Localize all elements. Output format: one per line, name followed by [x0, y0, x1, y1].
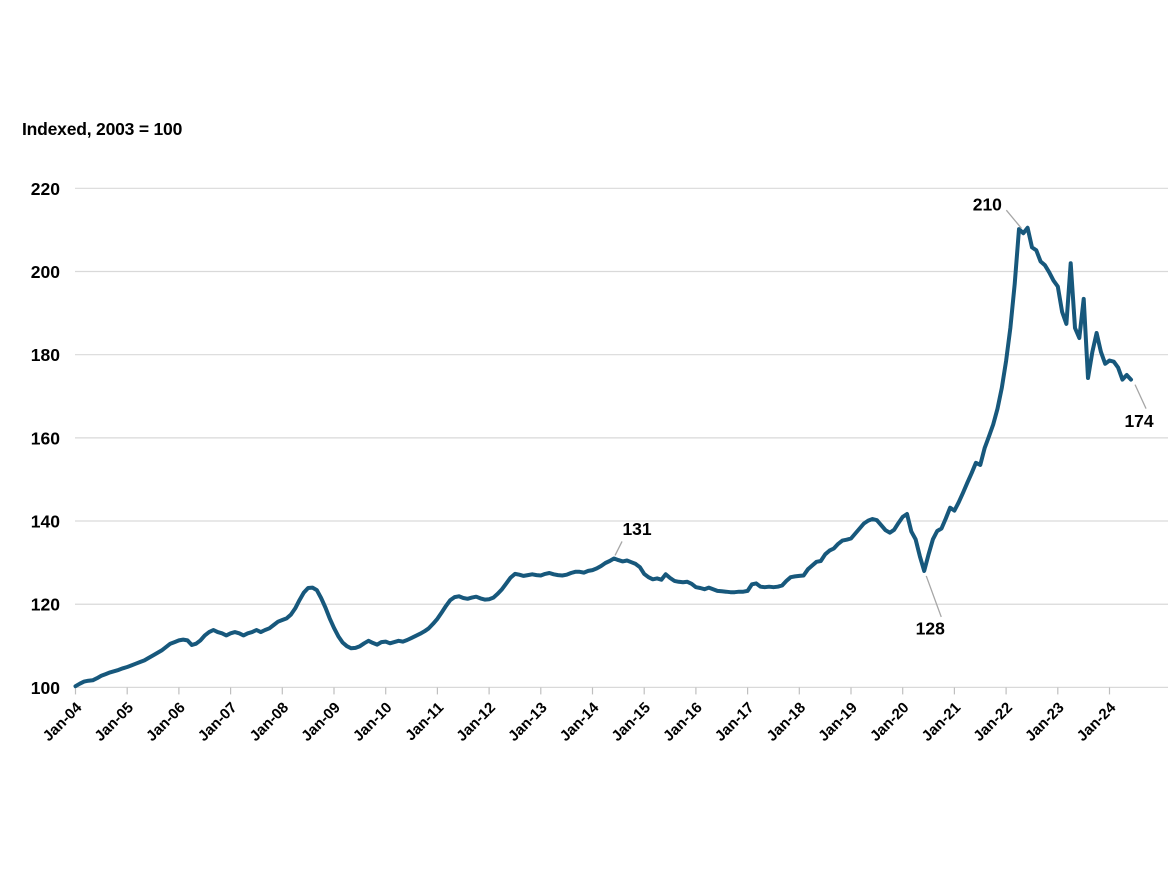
annotation-leader	[614, 541, 623, 556]
x-axis-label: Jan-20	[867, 699, 913, 745]
x-axis-label: Jan-06	[143, 699, 189, 745]
x-axis-label: Jan-08	[246, 699, 292, 745]
y-axis-label: 180	[31, 345, 60, 365]
y-axis-label: 100	[31, 678, 60, 698]
annotation-label: 128	[916, 618, 945, 638]
x-axis-label: Jan-11	[402, 699, 447, 744]
annotation-leader	[925, 575, 942, 618]
x-axis-label: Jan-13	[505, 699, 551, 745]
x-axis-label: Jan-18	[763, 699, 809, 745]
x-axis-label: Jan-14	[557, 699, 603, 745]
annotation-label: 210	[973, 195, 1002, 215]
x-axis-label: Jan-07	[195, 699, 241, 745]
x-axis-label: Jan-19	[815, 699, 861, 745]
x-axis-label: Jan-04	[40, 699, 86, 745]
annotation-label: 131	[622, 519, 651, 539]
y-axis-label: 140	[31, 512, 60, 532]
x-axis-label: Jan-17	[712, 699, 758, 745]
x-axis-label: Jan-16	[660, 699, 706, 745]
y-axis-label: 120	[31, 595, 60, 615]
x-axis-label: Jan-22	[970, 699, 1016, 745]
chart-title: Indexed, 2003 = 100	[22, 119, 183, 139]
x-axis-label: Jan-15	[608, 699, 654, 745]
x-axis-label: Jan-12	[453, 699, 499, 745]
annotation-leader	[1134, 384, 1147, 409]
x-axis-label: Jan-23	[1022, 699, 1068, 745]
x-axis-label: Jan-09	[298, 699, 344, 745]
annotation-label: 174	[1124, 411, 1153, 431]
annotation-leader	[1005, 209, 1022, 229]
x-axis-label: Jan-10	[350, 699, 396, 745]
y-axis-label: 200	[31, 262, 60, 282]
data-line	[73, 225, 1133, 689]
x-axis-label: Jan-21	[919, 699, 965, 745]
y-axis-label: 220	[31, 179, 60, 199]
x-axis-label: Jan-24	[1074, 699, 1120, 745]
x-axis-label: Jan-05	[91, 699, 137, 745]
y-axis-label: 160	[31, 428, 60, 448]
